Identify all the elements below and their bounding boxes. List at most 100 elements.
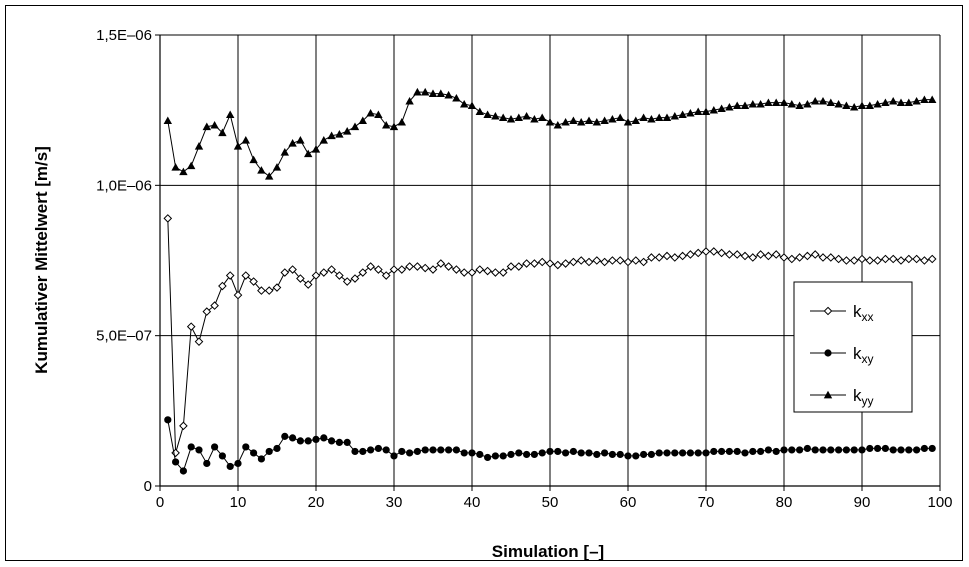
data-point	[506, 114, 516, 123]
data-point	[530, 450, 539, 459]
data-point	[764, 98, 773, 107]
data-point	[366, 108, 375, 117]
data-point	[818, 96, 828, 105]
data-point	[787, 99, 796, 108]
data-point	[210, 121, 219, 129]
data-point	[342, 277, 352, 286]
data-point	[561, 117, 570, 126]
data-point	[537, 257, 547, 267]
data-point	[733, 447, 741, 456]
data-point	[250, 449, 258, 457]
data-point	[288, 139, 297, 147]
legend-label-subscript: yy	[862, 394, 874, 408]
data-point	[772, 98, 781, 107]
data-point	[164, 416, 172, 424]
legend-box	[793, 281, 913, 413]
data-point	[186, 322, 196, 331]
data-point	[405, 96, 414, 105]
data-point	[554, 447, 562, 456]
legend-item: kxy	[810, 344, 874, 366]
data-point	[928, 444, 936, 453]
data-point	[920, 444, 929, 453]
data-point	[686, 108, 695, 117]
data-point	[889, 96, 898, 105]
data-point	[585, 449, 593, 457]
legend-swatch-marker	[823, 390, 833, 399]
data-point	[304, 149, 313, 158]
data-point	[584, 116, 594, 125]
data-point	[913, 446, 921, 454]
data-point	[873, 99, 882, 108]
data-point	[701, 247, 711, 256]
x-tick-label: 100	[927, 494, 952, 511]
data-point	[265, 172, 274, 180]
data-point	[359, 447, 367, 456]
data-point	[460, 449, 468, 457]
data-point	[623, 257, 633, 267]
data-point	[553, 260, 563, 270]
data-point	[905, 446, 913, 454]
data-point	[569, 257, 578, 267]
data-point	[850, 102, 859, 111]
data-point	[328, 437, 336, 445]
data-point	[398, 447, 406, 456]
data-point	[678, 110, 687, 119]
data-point	[873, 256, 882, 265]
data-point	[327, 131, 336, 140]
data-point	[772, 447, 780, 456]
data-point	[771, 250, 781, 259]
data-point	[639, 113, 648, 122]
data-point	[927, 254, 937, 264]
y-tick-label: 1,0E–06	[96, 177, 152, 194]
data-point	[842, 101, 851, 110]
data-point	[218, 128, 227, 137]
x-axis-title: Simulation [–]	[492, 542, 604, 561]
data-point	[452, 93, 461, 102]
data-point	[647, 114, 656, 123]
data-point	[202, 122, 211, 131]
series-group	[163, 87, 937, 475]
data-point	[491, 268, 500, 277]
data-point	[335, 271, 344, 280]
legend-label: kxx	[853, 302, 874, 324]
data-point	[623, 117, 633, 126]
data-point	[826, 98, 835, 107]
data-point	[593, 450, 601, 459]
data-point	[608, 450, 617, 459]
data-point	[506, 262, 516, 271]
x-tick-label: 20	[308, 494, 325, 511]
data-point	[874, 444, 882, 453]
data-point	[335, 130, 344, 138]
legend-swatch-marker	[824, 349, 832, 357]
data-point	[452, 446, 460, 454]
data-point	[662, 113, 672, 122]
data-point	[600, 257, 609, 267]
data-point	[662, 251, 672, 261]
data-point	[631, 116, 640, 125]
data-point	[351, 447, 359, 456]
data-point	[233, 142, 243, 150]
data-point	[257, 286, 266, 295]
x-tick-label: 30	[386, 494, 403, 511]
data-point	[343, 438, 351, 447]
data-point	[273, 444, 281, 453]
x-tick-label: 80	[776, 494, 793, 511]
data-point	[281, 432, 289, 440]
data-point	[561, 259, 570, 268]
data-point	[436, 259, 446, 268]
data-point	[241, 136, 250, 144]
data-point	[663, 449, 671, 457]
x-tick-label: 60	[620, 494, 637, 511]
data-point	[257, 455, 265, 463]
data-point	[545, 117, 555, 126]
data-point	[803, 444, 812, 453]
data-point	[483, 266, 492, 276]
x-tick-label: 10	[230, 494, 247, 511]
data-point	[491, 111, 500, 120]
data-point	[389, 122, 399, 131]
legend-swatch-marker	[823, 306, 833, 316]
legend-label-subscript: xy	[862, 352, 874, 366]
data-point	[779, 98, 789, 107]
